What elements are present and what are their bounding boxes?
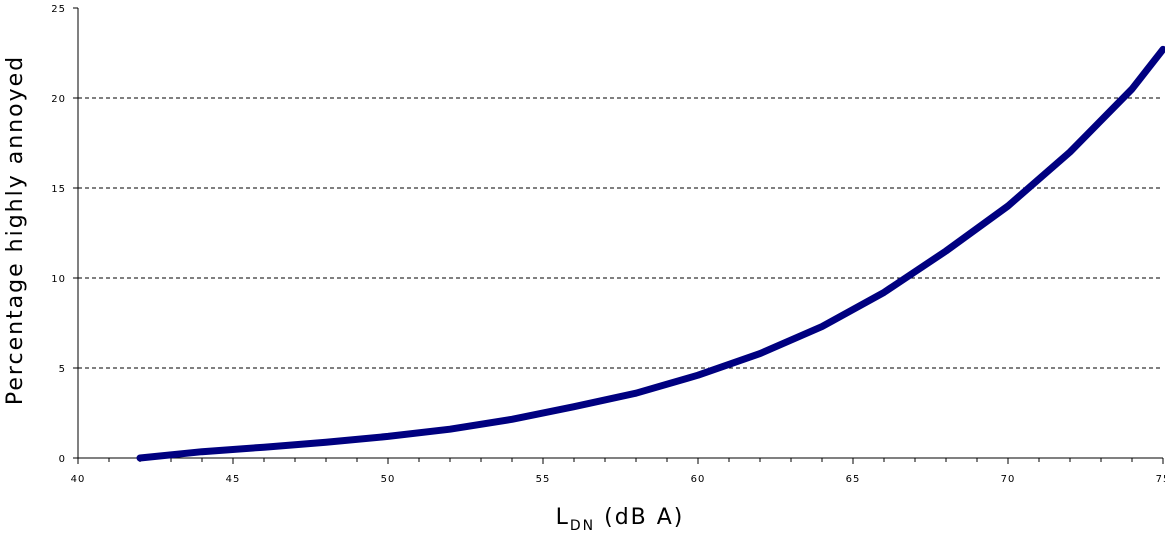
y-tick-label: 10 (51, 274, 66, 285)
x-tick-label: 65 (846, 474, 861, 485)
x-tick-label: 75 (1156, 474, 1165, 485)
x-tick-label: 50 (381, 474, 396, 485)
x-tick-label: 45 (226, 474, 241, 485)
y-tick-label: 0 (59, 454, 66, 465)
y-axis-title: Percentage highly annoyed (3, 55, 28, 405)
x-tick-label: 60 (691, 474, 706, 485)
x-axis-title-unit: (dB A) (595, 505, 684, 530)
y-tick-label: 25 (51, 4, 66, 15)
series-line (136, 45, 1165, 462)
x-tick-label: 70 (1001, 474, 1016, 485)
x-axis-title-main: L (556, 505, 570, 530)
y-axis-ticks: 0 5 10 15 20 25 (51, 4, 78, 465)
x-axis-title: LDN (dB A) (556, 505, 685, 534)
x-tick-label: 40 (71, 474, 86, 485)
x-tick-label: 55 (536, 474, 551, 485)
y-tick-label: 15 (51, 184, 66, 195)
x-axis-ticks: 40 45 50 55 60 65 70 75 (71, 458, 1165, 485)
y-tick-label: 20 (51, 94, 66, 105)
x-axis-title-subscript: DN (570, 518, 595, 534)
axes (77, 8, 1163, 459)
y-tick-label: 5 (59, 364, 66, 375)
series-layer (136, 45, 1165, 462)
grid-lines (78, 97, 1163, 369)
